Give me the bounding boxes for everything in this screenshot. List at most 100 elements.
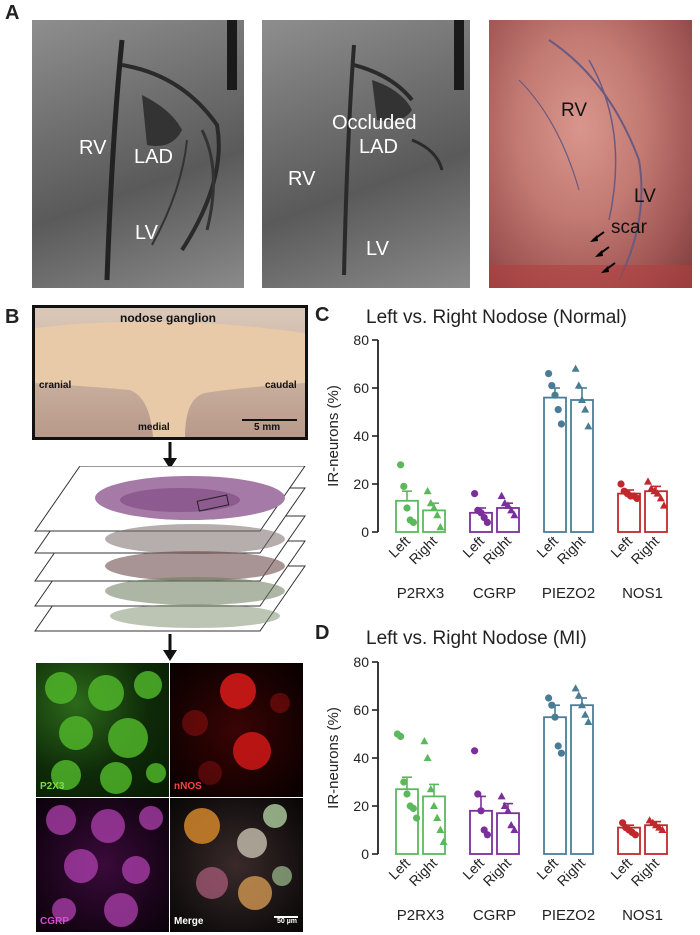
cgrp-cells xyxy=(46,805,163,927)
down-arrow-icon-2 xyxy=(163,634,177,661)
data-point xyxy=(548,382,556,390)
y-axis-label: IR-neurons (%) xyxy=(325,385,342,487)
data-point xyxy=(581,710,590,718)
data-point xyxy=(400,778,408,786)
bar-piezo2-right xyxy=(570,704,594,855)
data-point xyxy=(653,489,662,497)
micro-scale-label: 50 µm xyxy=(277,918,297,925)
data-point xyxy=(497,792,506,800)
y-axis-label: IR-neurons (%) xyxy=(325,707,342,809)
x-tick-label: Right xyxy=(480,533,515,568)
data-point xyxy=(420,737,429,745)
merge-cells xyxy=(184,804,292,910)
data-point xyxy=(554,742,562,750)
panel-letter-b: B xyxy=(5,306,20,328)
label-heart-rv: RV xyxy=(561,100,588,121)
chart-c-title: Left vs. Right Nodose (Normal) xyxy=(366,307,627,328)
data-point xyxy=(504,806,512,814)
nnos-cells xyxy=(182,673,290,785)
bar-nos1-right xyxy=(644,490,668,533)
vessel-drawing-occluded xyxy=(342,20,464,276)
y-tick-label: 20 xyxy=(353,476,369,492)
x-tick-label: Right xyxy=(406,855,441,890)
data-point xyxy=(433,813,442,821)
p2x3-cells xyxy=(45,671,166,794)
label-caudal: caudal xyxy=(265,380,297,391)
chart-d-title: Left vs. Right Nodose (MI) xyxy=(366,628,587,649)
label-merge: Merge xyxy=(174,916,204,927)
data-point xyxy=(644,477,652,485)
down-arrow-icon xyxy=(163,442,177,469)
group-label: CGRP xyxy=(473,585,516,602)
bar-cgrp-right xyxy=(496,812,520,855)
x-tick-label: Right xyxy=(554,855,589,890)
data-point xyxy=(471,490,479,498)
data-point xyxy=(510,511,519,519)
data-point xyxy=(439,837,448,845)
micrograph-p2x3: P2X3 xyxy=(36,663,169,797)
micrograph-nnos: nNOS xyxy=(170,663,303,797)
label-p2x3: P2X3 xyxy=(40,781,65,792)
nodose-ganglion-photo: nodose ganglion cranial caudal medial 5 … xyxy=(32,305,308,440)
data-point xyxy=(409,518,417,526)
label-lad-occluded: LAD xyxy=(359,136,398,158)
data-point xyxy=(430,801,438,809)
label-lad: LAD xyxy=(134,146,173,168)
y-tick-label: 80 xyxy=(353,332,369,348)
bar-cgrp-right xyxy=(496,507,520,533)
group-label: P2RX3 xyxy=(397,907,445,924)
label-rv-2: RV xyxy=(288,168,316,190)
x-tick-label: Right xyxy=(628,855,663,890)
data-point xyxy=(497,491,506,499)
micrograph-merge: Merge 50 µm xyxy=(170,798,303,932)
data-point xyxy=(545,370,553,378)
label-heart-lv: LV xyxy=(634,186,656,207)
data-point xyxy=(557,749,565,757)
data-point xyxy=(631,831,639,839)
data-point xyxy=(403,790,411,798)
panel-letter-d: D xyxy=(315,622,330,644)
data-point xyxy=(474,790,482,798)
y-tick-label: 40 xyxy=(353,428,369,444)
group-label: NOS1 xyxy=(622,907,663,924)
data-point xyxy=(507,506,516,514)
data-point xyxy=(483,831,491,839)
data-point xyxy=(477,807,485,815)
data-point xyxy=(436,825,445,833)
data-point xyxy=(504,501,512,509)
micrograph-cgrp: CGRP xyxy=(36,798,169,932)
data-point xyxy=(578,395,586,403)
data-point xyxy=(510,825,519,833)
data-point xyxy=(617,480,625,488)
data-point xyxy=(660,501,668,509)
data-point xyxy=(397,732,405,740)
chart-normal: IR-neurons (%)020406080LeftRightP2RX3Lef… xyxy=(325,332,668,602)
label-occluded: Occluded xyxy=(332,112,417,134)
data-point xyxy=(571,364,580,372)
data-point xyxy=(426,499,435,507)
group-label: P2RX3 xyxy=(397,585,445,602)
panel-letter-c: C xyxy=(315,304,330,326)
x-tick-label: Right xyxy=(480,855,515,890)
y-tick-label: 80 xyxy=(353,654,369,670)
heart-photo: RV LV scar xyxy=(489,20,692,288)
data-point xyxy=(413,814,421,822)
serial-sections-stack xyxy=(34,466,306,632)
data-point xyxy=(581,405,590,413)
data-point xyxy=(658,825,667,833)
micro-scale-bar xyxy=(274,916,298,918)
heart-vessels xyxy=(489,39,692,288)
data-point xyxy=(423,487,432,495)
group-label: NOS1 xyxy=(622,585,663,602)
data-point xyxy=(554,406,562,414)
x-tick-label: Right xyxy=(628,533,663,568)
data-point xyxy=(545,694,553,702)
data-point xyxy=(548,701,556,709)
data-point xyxy=(483,518,491,526)
label-lv: LV xyxy=(135,222,158,244)
data-point xyxy=(500,801,509,809)
data-point xyxy=(574,691,583,699)
data-point xyxy=(409,804,417,812)
y-tick-label: 0 xyxy=(361,524,369,540)
data-point xyxy=(436,523,445,531)
